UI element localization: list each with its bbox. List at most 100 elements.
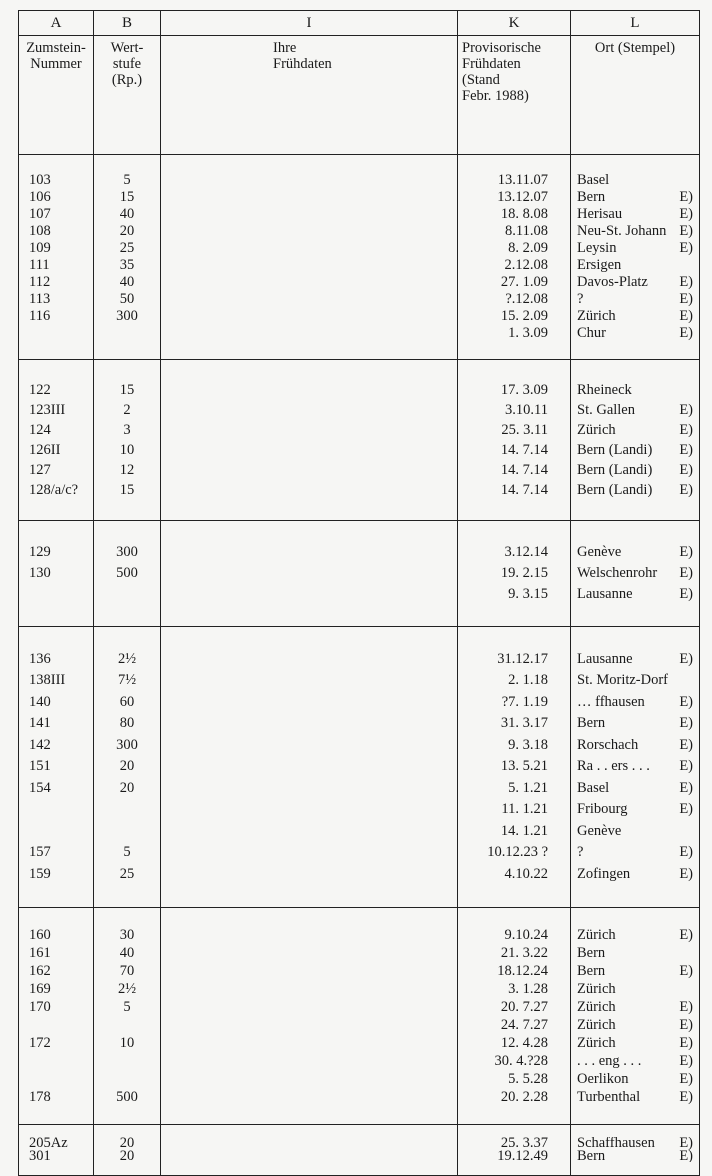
place-name: Genève xyxy=(577,544,622,560)
place-cell: Davos-Platz E) xyxy=(571,274,699,291)
spacer-cell xyxy=(19,885,94,907)
spacer xyxy=(19,1124,699,1137)
value-rp: 25 xyxy=(94,863,161,885)
your-early-date xyxy=(161,943,458,962)
place-name: Bern xyxy=(577,944,606,961)
zumstein-number: 301 xyxy=(19,1149,94,1162)
e-marker: E) xyxy=(679,291,693,307)
value-rp: 7½ xyxy=(94,670,161,692)
zumstein-number: 122 xyxy=(19,380,94,400)
zumstein-number: 129 xyxy=(19,542,94,563)
place-name: Bern xyxy=(577,715,606,731)
value-rp: 40 xyxy=(94,274,161,291)
place-cell: Zürich E) xyxy=(571,998,699,1016)
zumstein-number: 161 xyxy=(19,943,94,962)
table-row: 24. 7.27 Zürich E) xyxy=(19,1015,699,1034)
early-dates-table: A B I K L Zumstein- Nummer Wert- stufe (… xyxy=(18,10,700,1176)
value-rp: 20 xyxy=(94,1137,161,1150)
spacer-cell xyxy=(161,1162,458,1175)
provisional-date: 3.12.14 xyxy=(458,542,571,563)
place-name: Basel xyxy=(577,172,610,188)
place-name: St. Gallen xyxy=(577,402,635,418)
value-rp: 500 xyxy=(94,1087,161,1106)
value-rp xyxy=(94,1051,161,1070)
spacer-cell xyxy=(458,1124,571,1137)
spacer-cell xyxy=(161,627,458,649)
e-marker: E) xyxy=(679,325,693,341)
spacer-cell xyxy=(19,500,94,520)
your-early-date xyxy=(161,480,458,500)
column-letter-k: K xyxy=(458,11,571,36)
place-name: Bern xyxy=(577,962,606,979)
place-name: Turbenthal xyxy=(577,1088,641,1105)
e-marker: E) xyxy=(679,565,693,581)
spacer-cell xyxy=(458,1105,571,1124)
spacer-cell xyxy=(19,1105,94,1124)
your-early-date xyxy=(161,189,458,206)
place-name: Zürich xyxy=(577,308,616,324)
zumstein-number: 138III xyxy=(19,670,94,692)
place-cell: Ra . . ers . . . E) xyxy=(571,756,699,778)
place-name: Ersigen xyxy=(577,257,622,273)
your-early-date xyxy=(161,206,458,223)
table-row: 205Az 20 25. 3.37 Schaffhausen E) xyxy=(19,1137,699,1150)
place-name: Oerlikon xyxy=(577,1070,629,1087)
e-marker: E) xyxy=(679,223,693,239)
spacer-cell xyxy=(94,627,161,649)
value-rp: 10 xyxy=(94,440,161,460)
header-zumstein-number: Zumstein- Nummer xyxy=(19,36,94,154)
your-early-date xyxy=(161,863,458,885)
header-line: Nummer xyxy=(30,56,82,72)
provisional-date: 5. 5.28 xyxy=(458,1069,571,1088)
spacer xyxy=(19,627,699,649)
spacer-cell xyxy=(161,500,458,520)
value-rp xyxy=(94,820,161,842)
place-cell: Bern (Landi) E) xyxy=(571,460,699,480)
provisional-date: 20. 2.28 xyxy=(458,1087,571,1106)
your-early-date xyxy=(161,325,458,342)
table-row: 162 70 18.12.24 Bern E) xyxy=(19,961,699,980)
provisional-date: 2.12.08 xyxy=(458,257,571,274)
place-cell: Bern xyxy=(571,944,699,962)
your-early-date xyxy=(161,1015,458,1034)
provisional-date: 13. 5.21 xyxy=(458,756,571,778)
your-early-date xyxy=(161,961,458,980)
e-marker: E) xyxy=(679,442,693,458)
place-cell: Zürich E) xyxy=(571,1034,699,1052)
place-cell: St. Gallen E) xyxy=(571,400,699,420)
place-cell: Rorschach E) xyxy=(571,735,699,757)
place-name: Zürich xyxy=(577,1016,616,1033)
spacer-cell xyxy=(161,885,458,907)
place-name: Bern (Landi) xyxy=(577,482,653,498)
e-marker: E) xyxy=(679,1088,693,1105)
spacer-cell xyxy=(161,1105,458,1124)
provisional-date: 9. 3.15 xyxy=(458,584,571,605)
place-name: Lausanne xyxy=(577,586,633,602)
table-row: 107 40 18. 8.08 Herisau E) xyxy=(19,206,699,223)
zumstein-number xyxy=(19,325,94,342)
header-line: Wert- xyxy=(110,40,144,56)
provisional-date: 12. 4.28 xyxy=(458,1033,571,1052)
table-row: 160 30 9.10.24 Zürich E) xyxy=(19,925,699,944)
e-marker: E) xyxy=(679,693,693,710)
spacer-cell xyxy=(458,155,571,172)
place-name: Welschenrohr xyxy=(577,565,658,581)
place-cell: Bern E) xyxy=(571,962,699,980)
e-marker: E) xyxy=(679,736,693,753)
provisional-date: 14. 7.14 xyxy=(458,440,571,460)
your-early-date xyxy=(161,542,458,563)
provisional-date: 21. 3.22 xyxy=(458,943,571,962)
spacer-cell xyxy=(571,605,699,626)
zumstein-number: 170 xyxy=(19,997,94,1016)
spacer-cell xyxy=(571,500,699,520)
provisional-date: 2. 1.18 xyxy=(458,670,571,692)
your-early-date xyxy=(161,842,458,864)
value-rp: 20 xyxy=(94,223,161,240)
value-rp: 10 xyxy=(94,1033,161,1052)
e-marker: E) xyxy=(679,402,693,418)
value-rp: 300 xyxy=(94,542,161,563)
spacer-cell xyxy=(94,1105,161,1124)
place-cell: Lausanne E) xyxy=(571,649,699,671)
spacer-cell xyxy=(458,605,571,626)
table-row: 154 20 5. 1.21 Basel E) xyxy=(19,777,699,799)
